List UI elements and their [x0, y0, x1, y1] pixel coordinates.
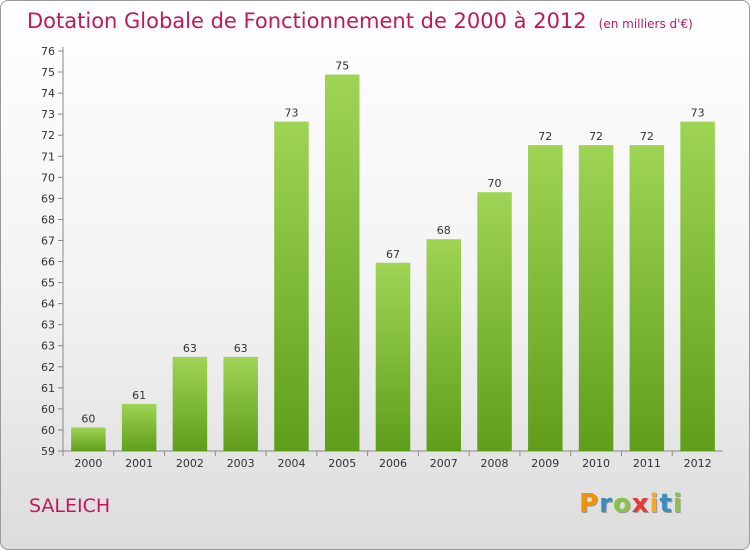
- proxiti-logo: Proxiti: [579, 489, 683, 519]
- x-tick-label: 2001: [125, 457, 153, 470]
- bar-2009: [528, 145, 563, 451]
- y-tick-label: 76: [41, 45, 55, 58]
- x-tick-label: 2005: [328, 457, 356, 470]
- logo-letter: r: [599, 489, 613, 519]
- city-name: SALEICH: [29, 495, 111, 517]
- y-tick-label: 64: [41, 298, 55, 311]
- bar-value-label: 60: [81, 412, 95, 425]
- y-tick-label: 69: [41, 192, 55, 205]
- bar-2011: [629, 145, 665, 451]
- bar-value-label: 63: [183, 342, 197, 355]
- x-tick-label: 2002: [176, 457, 204, 470]
- logo-letter: i: [649, 489, 660, 519]
- y-tick-label: 74: [41, 87, 55, 100]
- x-tick-label: 2007: [430, 457, 458, 470]
- title-text: Dotation Globale de Fonctionnement de 20…: [27, 9, 587, 33]
- bar-2010: [578, 145, 614, 451]
- bar-2012: [680, 121, 715, 452]
- y-tick-label: 66: [41, 256, 55, 269]
- bar-value-label: 72: [589, 130, 603, 143]
- x-tick-label: 2004: [277, 457, 305, 470]
- bar-2004: [274, 121, 309, 452]
- bar-value-label: 72: [538, 130, 552, 143]
- y-tick-label: 72: [41, 129, 55, 142]
- x-tick-label: 2012: [684, 457, 712, 470]
- y-tick-label: 70: [41, 171, 55, 184]
- logo-letter: t: [659, 489, 673, 519]
- y-tick-label: 67: [41, 234, 55, 247]
- y-tick-label: 63: [41, 319, 55, 332]
- logo-letter: P: [579, 489, 600, 519]
- logo-letter: x: [631, 489, 650, 519]
- y-tick-label: 71: [41, 150, 55, 163]
- bar-2003: [223, 356, 258, 451]
- bar-2001: [121, 403, 157, 451]
- x-tick-label: 2006: [379, 457, 407, 470]
- bar-value-label: 73: [691, 107, 705, 120]
- x-tick-label: 2010: [582, 457, 610, 470]
- bar-value-label: 67: [386, 248, 400, 261]
- y-tick-label: 62: [41, 361, 55, 374]
- chart-title: Dotation Globale de Fonctionnement de 20…: [27, 9, 693, 33]
- x-tick-label: 2003: [227, 457, 255, 470]
- y-tick-label: 75: [41, 66, 55, 79]
- bar-2008: [477, 192, 512, 452]
- bar-2000: [71, 427, 106, 451]
- y-tick-label: 60: [41, 403, 55, 416]
- logo-letter: i: [672, 489, 683, 519]
- bar-2006: [375, 262, 411, 451]
- bar-value-label: 68: [437, 224, 451, 237]
- y-tick-label: 73: [41, 108, 55, 121]
- logo-letter: o: [612, 489, 632, 519]
- bar-value-label: 72: [640, 130, 654, 143]
- y-tick-label: 61: [41, 382, 55, 395]
- bar-2007: [426, 239, 462, 451]
- bar-value-label: 75: [335, 60, 349, 73]
- x-tick-label: 2011: [633, 457, 661, 470]
- bar-value-label: 63: [234, 342, 248, 355]
- bar-2005: [324, 74, 360, 451]
- y-tick-label: 68: [41, 213, 55, 226]
- y-tick-label: 59: [41, 445, 55, 458]
- x-tick-label: 2009: [531, 457, 559, 470]
- bar-2002: [172, 356, 208, 451]
- x-tick-label: 2000: [74, 457, 102, 470]
- bar-value-label: 70: [488, 177, 502, 190]
- y-tick-label: 60: [41, 424, 55, 437]
- bar-value-label: 73: [284, 107, 298, 120]
- y-tick-label: 65: [41, 277, 55, 290]
- unit-label: (en milliers d'€): [598, 17, 693, 31]
- bar-value-label: 61: [132, 389, 146, 402]
- y-tick-label: 63: [41, 340, 55, 353]
- x-tick-label: 2008: [481, 457, 509, 470]
